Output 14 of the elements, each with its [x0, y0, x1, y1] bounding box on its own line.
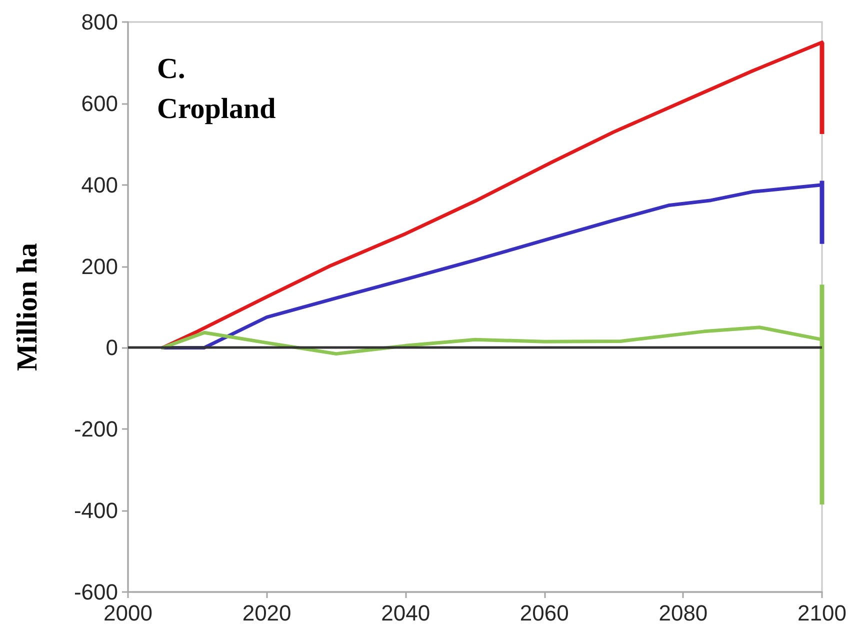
- y-tick-label: 600: [81, 90, 118, 116]
- y-tick-label: 200: [81, 254, 118, 279]
- y-tick-label: -200: [74, 416, 118, 442]
- y-tick-label: 400: [81, 172, 118, 198]
- x-tick-label: 2100: [798, 600, 846, 626]
- x-tick-label: 2080: [658, 600, 708, 626]
- x-tick-label: 2060: [520, 600, 569, 626]
- y-tick-label: 800: [81, 10, 118, 34]
- x-tick-label: 2020: [242, 600, 292, 626]
- y-tick-label: 0: [106, 335, 118, 360]
- text: C. Cropland: [157, 53, 276, 125]
- x-tick-label: 2040: [381, 600, 430, 626]
- y-tick-label: -400: [74, 498, 118, 524]
- y-axis-title: Million ha: [12, 242, 44, 372]
